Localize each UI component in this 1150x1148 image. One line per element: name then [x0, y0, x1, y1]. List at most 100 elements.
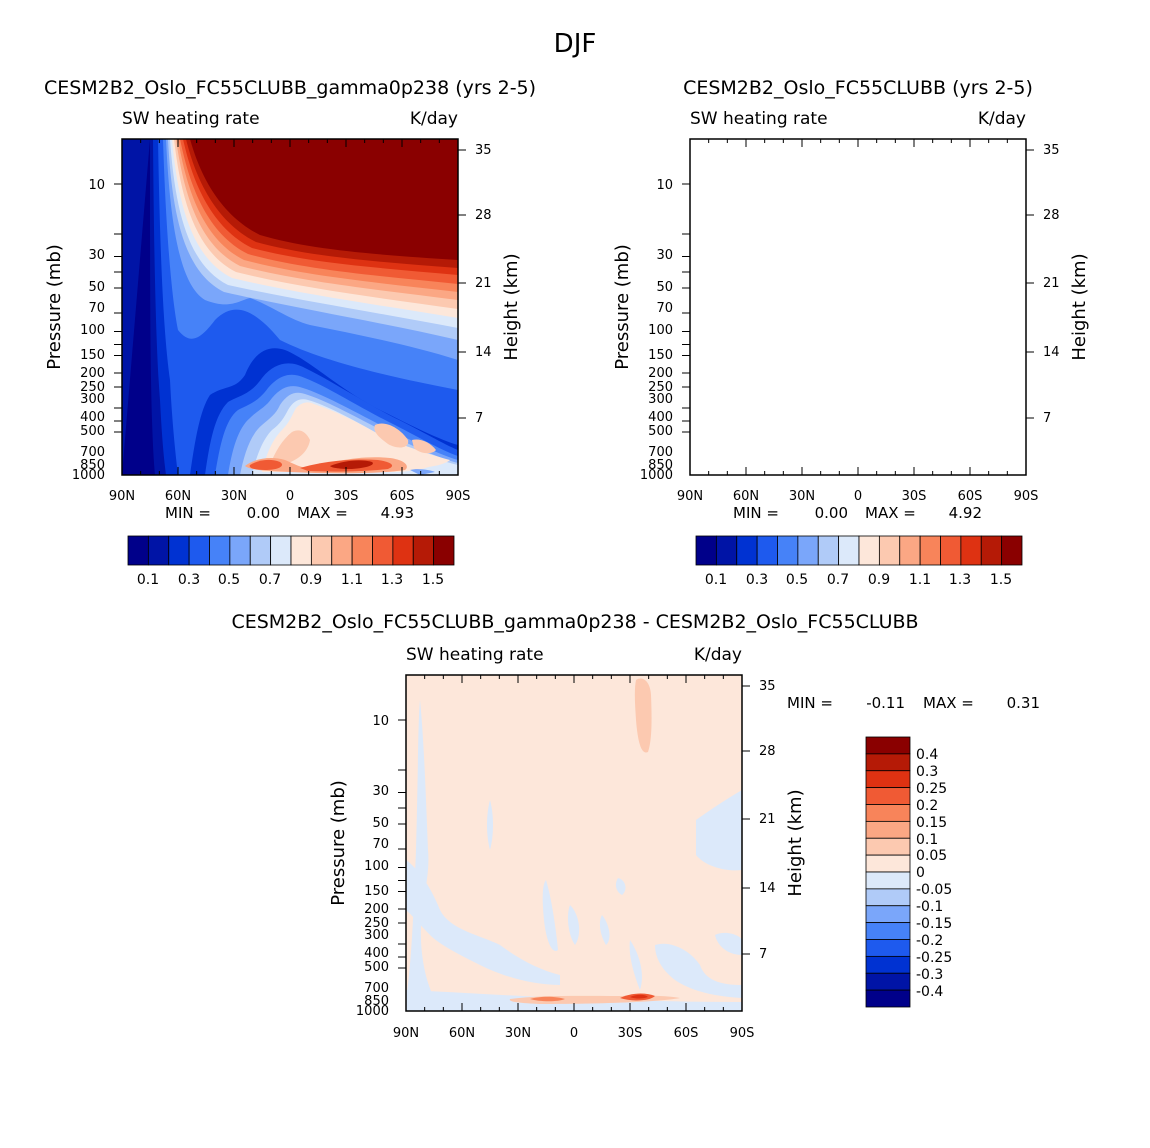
p1-trop-13 — [330, 460, 373, 469]
p1-ticks — [114, 139, 466, 475]
p2-band-12 — [690, 139, 1026, 475]
p3-cbar-label: 0 — [916, 865, 925, 881]
colorbar-swatch — [817, 535, 840, 566]
p1-band-4 — [122, 139, 458, 475]
p1-xtick-label: 60S — [390, 489, 415, 504]
colorbar-swatch — [899, 535, 921, 566]
colorbar-swatch — [392, 535, 414, 566]
p3-cbar-label: 0.15 — [916, 815, 947, 831]
p1-trop-14 — [425, 464, 458, 475]
p3-pos-3 — [530, 996, 565, 1002]
colorbar-swatch — [695, 535, 717, 566]
p2-trop-10 — [813, 457, 975, 473]
p2-ytick-label: 250 — [648, 380, 673, 395]
colorbar-swatch — [188, 535, 210, 566]
colorbar-swatch — [960, 535, 982, 566]
panel-3: CESM2B2_Oslo_FC55CLUBB_gamma0p238 - CESM… — [231, 611, 1040, 1041]
p2-trop-0 — [758, 348, 1026, 475]
p3-xtick-label: 30S — [618, 1026, 643, 1041]
p2-height-label: 35 — [1043, 143, 1060, 158]
colorbar-swatch — [865, 972, 911, 991]
p1-xtick-label: 90S — [446, 489, 471, 504]
p2-x-tick-labels: 90N 60N 30N 0 30S 60S 90S — [677, 489, 1039, 504]
p1-ytick-label: 400 — [80, 410, 105, 425]
p3-neg-4 — [487, 800, 493, 850]
colorbar-swatch — [940, 535, 962, 566]
colorbar-swatch — [865, 753, 911, 772]
colorbar-swatch — [331, 535, 353, 566]
p2-ytick-label: 500 — [648, 424, 673, 439]
p1-ytick-label: 300 — [80, 392, 105, 407]
p2-band-13 — [690, 139, 1026, 475]
p2-cbar-label: 1.3 — [949, 572, 971, 588]
p1-y-tick-labels: 10 30 50 70 100 150 200 250 300 400 500 … — [72, 178, 105, 483]
p2-height-label: 7 — [1043, 411, 1051, 426]
p2-min-label: MIN = — [733, 504, 779, 522]
p3-cbar-label: 0.4 — [916, 747, 938, 763]
p3-right-axis-label: Height (km) — [785, 789, 806, 896]
p1-right-tick-labels: 35 28 21 14 7 — [475, 143, 492, 426]
p2-frame — [689, 138, 1027, 476]
colorbar-swatch — [865, 955, 911, 974]
p2-cbar-label: 0.7 — [827, 572, 849, 588]
p2-cbar-label: 1.1 — [909, 572, 931, 588]
p1-x-tick-labels: 90N 60N 30N 0 30S 60S 90S — [109, 489, 471, 504]
p2-band-1 — [690, 139, 723, 475]
colorbar-swatch — [865, 820, 911, 839]
colorbar-swatch — [372, 535, 394, 566]
p3-ytick-label: 850 — [364, 994, 389, 1009]
colorbar-swatch — [797, 535, 819, 566]
colorbar-swatch — [919, 535, 941, 566]
p3-min-label: MIN = — [787, 694, 833, 712]
p3-ytick-label: 500 — [364, 960, 389, 975]
colorbar-swatch — [865, 787, 911, 805]
colorbar-swatch — [865, 871, 911, 890]
p3-neg-9 — [629, 940, 642, 990]
p3-ytick-label: 1000 — [356, 1004, 389, 1019]
colorbar-swatch — [715, 535, 738, 566]
p3-xtick-label: 90N — [393, 1026, 419, 1041]
p1-height-label: 35 — [475, 143, 492, 158]
p2-ytick-label: 850 — [648, 458, 673, 473]
p2-trop-8 — [942, 423, 976, 447]
p1-ytick-label: 500 — [80, 424, 105, 439]
p2-max-label: MAX = — [865, 504, 916, 522]
colorbar-swatch — [433, 535, 455, 566]
p1-xtick-label: 30N — [221, 489, 247, 504]
p2-band-15 — [690, 139, 1026, 475]
p1-ytick-label: 30 — [88, 248, 105, 263]
colorbar-swatch — [147, 535, 170, 566]
panel-2: CESM2B2_Oslo_FC55CLUBB (yrs 2-5) SW heat… — [612, 77, 1090, 588]
p3-right-tick-labels: 35 28 21 14 7 — [759, 679, 776, 962]
p2-xtick-label: 60N — [733, 489, 759, 504]
p2-trop-6 — [830, 402, 1018, 472]
p3-xtick-label: 60S — [674, 1026, 699, 1041]
p2-band-6 — [690, 139, 1026, 475]
p2-trop-15 — [978, 469, 1003, 475]
colorbar-swatch — [270, 535, 292, 566]
p3-cbar-label: -0.25 — [916, 950, 952, 966]
p3-cbar-label: -0.2 — [916, 933, 943, 949]
p2-ytick-label: 30 — [656, 248, 673, 263]
colorbar-swatch — [980, 535, 1003, 566]
p2-ytick-label: 1000 — [640, 468, 673, 483]
p2-xtick-label: 30N — [789, 489, 815, 504]
p2-xtick-label: 90N — [677, 489, 703, 504]
p3-pos-1 — [634, 678, 652, 753]
colorbar-swatch — [168, 535, 190, 566]
p1-cbar-label: 1.5 — [422, 572, 444, 588]
panel-1-units: K/day — [410, 109, 458, 129]
p2-height-label: 14 — [1043, 345, 1060, 360]
p1-max-value: 4.93 — [381, 504, 414, 522]
p1-colorbar-labels: 0.1 0.3 0.5 0.7 0.9 1.1 1.3 1.5 — [137, 572, 444, 588]
colorbar-swatch — [756, 535, 778, 566]
p3-neg-7 — [567, 905, 580, 945]
p1-ytick-label: 200 — [80, 366, 105, 381]
p3-neg-1 — [406, 700, 435, 1011]
p2-trop-5 — [820, 399, 1026, 475]
p2-trop-11 — [818, 460, 850, 470]
p2-height-label: 21 — [1043, 276, 1060, 291]
colorbar-swatch — [858, 535, 880, 566]
p2-cbar-label: 0.3 — [746, 572, 768, 588]
p3-ytick-label: 10 — [372, 714, 389, 729]
